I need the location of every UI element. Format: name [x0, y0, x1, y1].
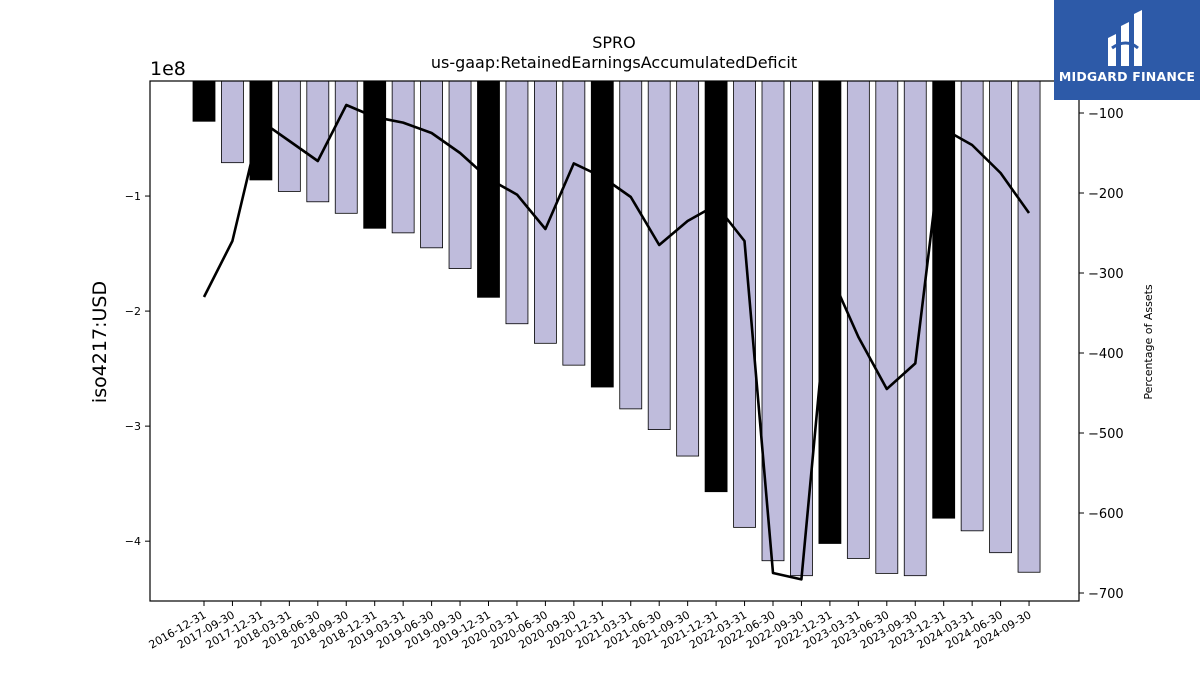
chart-title: SPRO	[592, 33, 636, 52]
brand-logo: MIDGARD FINANCE	[1054, 0, 1200, 100]
bar	[249, 80, 273, 181]
y-axis-label: iso4217:USD	[89, 281, 111, 403]
bar	[448, 80, 472, 269]
bar	[391, 80, 415, 234]
logo-mark-icon	[1108, 10, 1142, 66]
x-axis: 2016-12-312017-09-302017-12-312018-03-31…	[147, 601, 1034, 652]
bar	[363, 80, 387, 229]
y2-tick-label: −600	[1088, 507, 1124, 522]
bar	[647, 80, 671, 430]
y-tick-label: −1	[125, 190, 141, 203]
y2-tick-label: −700	[1088, 587, 1124, 602]
y2-tick-label: −200	[1088, 187, 1124, 202]
bar	[875, 80, 899, 574]
y-offset-label: 1e8	[150, 58, 186, 80]
line-group	[202, 103, 1031, 581]
logo-text: MIDGARD FINANCE	[1058, 69, 1196, 84]
plot-frame	[149, 80, 1080, 602]
right-axis: −100 −200 −300 −400 −500 −600 −700	[1079, 107, 1124, 602]
y2-tick-label: −400	[1088, 347, 1124, 362]
bar	[989, 80, 1012, 554]
bar	[676, 80, 700, 457]
y2-tick-label: −500	[1088, 427, 1124, 442]
bar	[903, 80, 927, 577]
bar	[420, 80, 444, 249]
bar	[932, 80, 956, 519]
y-tick-label: −4	[125, 535, 141, 548]
bar	[221, 80, 244, 164]
chart-subtitle: us-gaap:RetainedEarningsAccumulatedDefic…	[431, 53, 797, 72]
bar	[590, 80, 614, 388]
left-axis: −1 −2 −3 −4	[125, 190, 150, 548]
bar	[477, 80, 500, 298]
bar	[733, 80, 756, 528]
bar	[334, 80, 358, 214]
series-line	[202, 103, 1031, 581]
bar	[619, 80, 643, 410]
y2-tick-label: −300	[1088, 267, 1124, 282]
bar	[1017, 80, 1041, 573]
bar	[960, 80, 984, 532]
y2-axis-label: Percentage of Assets	[1142, 284, 1155, 400]
bar	[192, 80, 216, 122]
bar	[562, 80, 586, 366]
y-tick-label: −3	[125, 420, 141, 433]
y2-tick-label: −100	[1088, 107, 1124, 122]
bar	[818, 80, 842, 544]
bar	[306, 80, 330, 203]
bar	[704, 80, 728, 493]
y-tick-label: −2	[125, 305, 141, 318]
